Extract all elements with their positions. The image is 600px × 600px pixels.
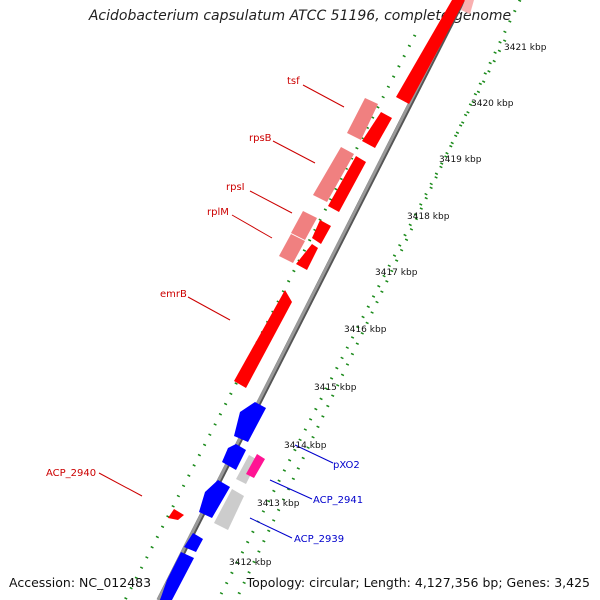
gene-rplM-light[interactable] — [279, 234, 305, 263]
gene-rplM-dark[interactable] — [296, 244, 318, 270]
tick-label: 3419 kbp — [439, 155, 482, 165]
tick-labels: 3421 kbp 3420 kbp 3419 kbp 3418 kbp 3417… — [229, 43, 547, 568]
gene-pseudo-2[interactable] — [214, 489, 244, 530]
leader-lines — [98, 84, 345, 539]
gene-label-ACP_2939[interactable]: ACP_2939 — [294, 534, 344, 545]
gene-label-emrB[interactable]: emrB — [160, 289, 187, 300]
reverse-genes — [160, 402, 266, 600]
gene-top-red[interactable] — [396, 0, 465, 104]
gene-blue-3[interactable] — [199, 480, 230, 518]
gene-label-tsf[interactable]: tsf — [287, 76, 300, 87]
tick-label: 3414 kbp — [284, 441, 327, 451]
tick-label: 3417 kbp — [375, 268, 418, 278]
gene-rpsB-dark[interactable] — [328, 156, 366, 212]
tick-dotted-guide — [216, 39, 507, 600]
tick-label: 3416 kbp — [344, 325, 387, 335]
inner-dotted-guide — [123, 34, 417, 600]
tick-label: 3420 kbp — [471, 99, 514, 109]
gene-tsf-dark[interactable] — [362, 112, 392, 148]
tick-label: 3413 kbp — [257, 499, 300, 509]
gene-ACP_2940[interactable] — [168, 509, 184, 520]
gene-top-pink[interactable] — [461, 0, 474, 14]
forward-genes — [234, 0, 474, 388]
gene-label-ACP_2940[interactable]: ACP_2940 — [46, 468, 96, 479]
gene-label-rpsB[interactable]: rpsB — [249, 133, 272, 144]
map-title: Acidobacterium capsulatum ATCC 51196, co… — [88, 8, 512, 24]
tick-label: 3418 kbp — [407, 212, 450, 222]
gene-blue-5[interactable] — [160, 552, 194, 600]
gene-label-ACP_2941[interactable]: ACP_2941 — [313, 495, 363, 506]
gene-rpsI-dark[interactable] — [312, 220, 331, 244]
tick-label: 3412 kbp — [229, 558, 272, 568]
gene-tsf-light[interactable] — [347, 98, 378, 140]
gene-rpsB-light[interactable] — [313, 147, 354, 202]
forward-genes-light — [279, 98, 378, 263]
gene-blue-1[interactable] — [234, 402, 266, 442]
accession-text: Accession: NC_012483 — [9, 575, 152, 590]
gene-emrB[interactable] — [234, 290, 292, 388]
gene-label-pXO2[interactable]: pXO2 — [333, 460, 360, 471]
outer-dotted-guide — [234, 0, 522, 600]
gene-blue-4[interactable] — [184, 533, 203, 552]
gene-label-rplM[interactable]: rplM — [207, 207, 229, 218]
topology-text: Topology: circular; Length: 4,127,356 bp… — [246, 575, 590, 590]
gene-pXO2-feature[interactable] — [246, 454, 265, 478]
gene-label-rpsI[interactable]: rpsI — [226, 182, 245, 193]
tick-label: 3421 kbp — [504, 43, 547, 53]
gene-blue-2[interactable] — [222, 444, 246, 470]
tick-label: 3415 kbp — [314, 383, 357, 393]
gene-labels: tsf rpsB rpsI rplM emrB ACP_2940 pXO2 AC… — [46, 76, 363, 545]
gene-rpsI-light[interactable] — [291, 211, 317, 240]
